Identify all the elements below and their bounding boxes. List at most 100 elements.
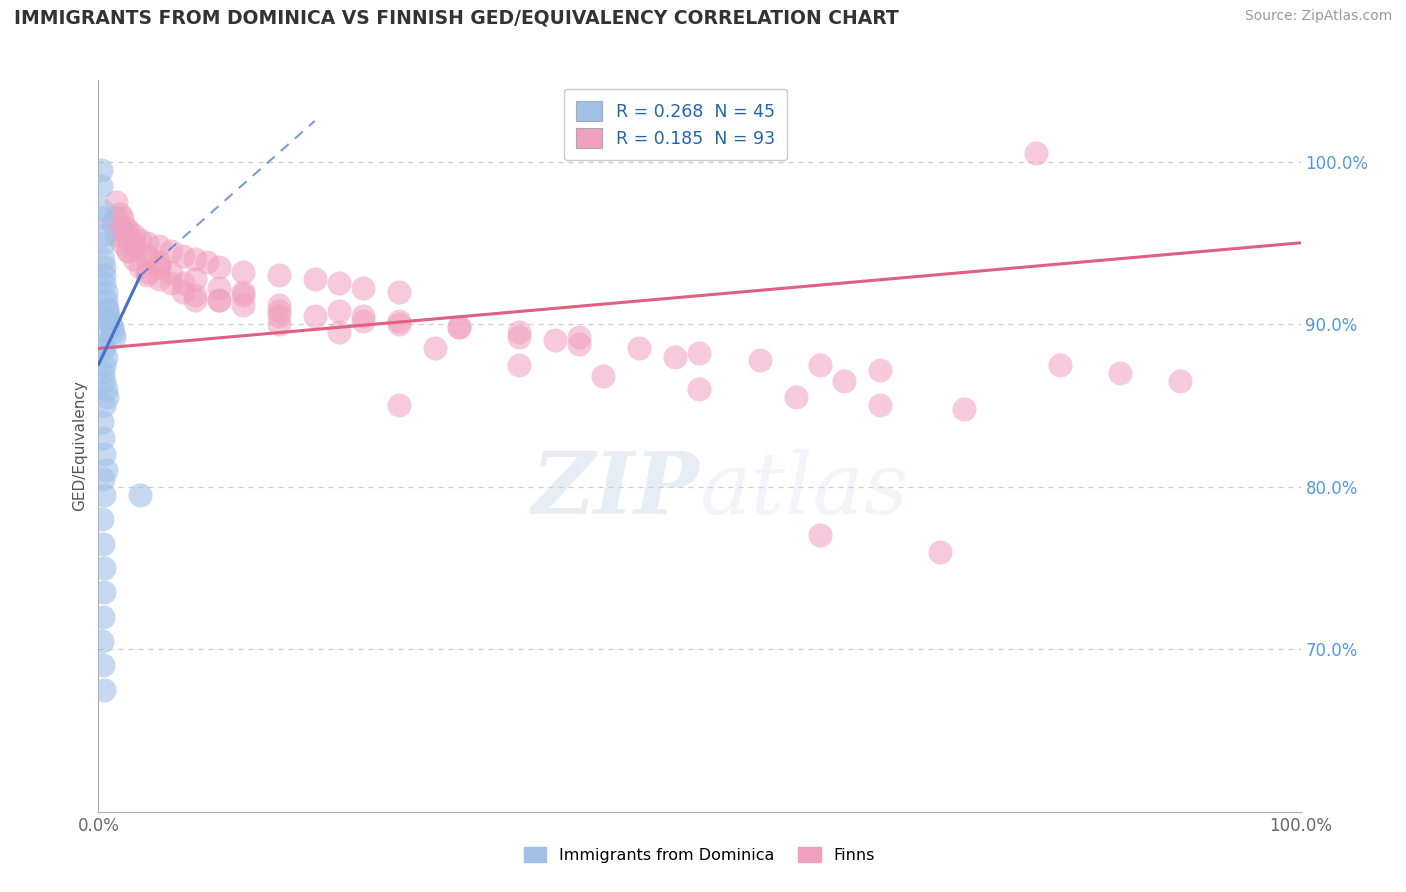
Point — [1049, 358, 1071, 372]
Point — [423, 342, 446, 356]
Point — [352, 314, 374, 328]
Point — [869, 362, 891, 376]
Point — [124, 252, 146, 266]
Point — [208, 260, 231, 275]
Point — [953, 401, 976, 416]
Point — [148, 260, 170, 275]
Point — [94, 382, 117, 396]
Point — [117, 244, 139, 258]
Point — [304, 309, 326, 323]
Point — [267, 297, 290, 311]
Point — [93, 260, 115, 275]
Point — [388, 317, 411, 331]
Point — [111, 223, 134, 237]
Point — [98, 314, 121, 328]
Point — [172, 285, 194, 299]
Point — [91, 334, 114, 348]
Point — [135, 235, 157, 250]
Point — [93, 277, 115, 291]
Point — [100, 317, 122, 331]
Point — [90, 162, 112, 177]
Point — [689, 382, 711, 396]
Point — [267, 304, 290, 318]
Point — [93, 682, 115, 697]
Point — [91, 252, 114, 266]
Point — [808, 528, 831, 542]
Point — [232, 265, 254, 279]
Point — [785, 390, 807, 404]
Point — [135, 268, 157, 283]
Point — [388, 285, 411, 299]
Point — [208, 293, 231, 307]
Point — [508, 325, 530, 339]
Point — [124, 227, 146, 242]
Point — [568, 336, 591, 351]
Y-axis label: GED/Equivalency: GED/Equivalency — [72, 381, 87, 511]
Point — [508, 358, 530, 372]
Point — [117, 244, 139, 258]
Point — [208, 293, 231, 307]
Point — [93, 268, 115, 283]
Point — [114, 219, 136, 234]
Point — [1109, 366, 1132, 380]
Point — [172, 249, 194, 263]
Text: atlas: atlas — [700, 449, 908, 532]
Point — [159, 277, 181, 291]
Point — [183, 271, 205, 285]
Point — [628, 342, 651, 356]
Point — [172, 277, 194, 291]
Point — [135, 249, 157, 263]
Point — [808, 358, 831, 372]
Point — [232, 288, 254, 302]
Point — [352, 281, 374, 295]
Point — [93, 342, 115, 356]
Point — [928, 544, 950, 558]
Point — [91, 634, 114, 648]
Point — [93, 374, 115, 388]
Point — [352, 309, 374, 323]
Point — [159, 265, 181, 279]
Legend: Immigrants from Dominica, Finns: Immigrants from Dominica, Finns — [517, 840, 882, 870]
Point — [91, 235, 114, 250]
Point — [96, 301, 118, 315]
Point — [97, 309, 120, 323]
Point — [108, 206, 131, 220]
Point — [544, 334, 567, 348]
Point — [135, 249, 157, 263]
Point — [183, 252, 205, 266]
Point — [93, 398, 115, 412]
Point — [447, 320, 470, 334]
Point — [91, 536, 114, 550]
Point — [91, 336, 114, 351]
Point — [304, 271, 326, 285]
Point — [447, 320, 470, 334]
Point — [208, 281, 231, 295]
Point — [96, 390, 118, 404]
Point — [100, 320, 122, 334]
Point — [103, 330, 125, 344]
Point — [328, 304, 350, 318]
Point — [129, 260, 152, 275]
Point — [183, 288, 205, 302]
Point — [129, 488, 152, 502]
Point — [568, 330, 591, 344]
Point — [148, 239, 170, 253]
Point — [94, 285, 117, 299]
Point — [93, 358, 115, 372]
Point — [195, 255, 218, 269]
Point — [124, 235, 146, 250]
Point — [124, 239, 146, 253]
Point — [105, 227, 128, 242]
Point — [91, 609, 114, 624]
Point — [388, 314, 411, 328]
Point — [90, 178, 112, 193]
Point — [91, 227, 114, 242]
Point — [267, 317, 290, 331]
Point — [91, 415, 114, 429]
Point — [869, 398, 891, 412]
Point — [232, 297, 254, 311]
Point — [748, 352, 770, 367]
Point — [159, 244, 181, 258]
Point — [267, 268, 290, 283]
Point — [91, 203, 114, 218]
